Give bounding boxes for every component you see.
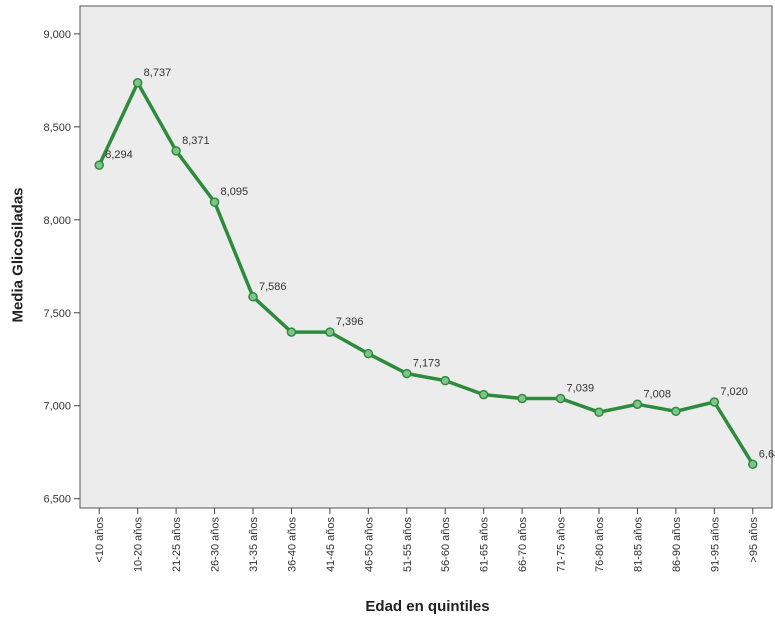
x-tick-label: 56-60 años	[440, 517, 452, 573]
y-tick-label: 8,500	[43, 122, 71, 134]
x-tick-label: 41-45 años	[325, 517, 337, 573]
data-point	[325, 327, 335, 337]
axes: 6,500 7,000 7,500 8,000 8,500 9,000 <10 años 10…	[43, 29, 759, 572]
y-tick-label: 6,500	[43, 494, 71, 506]
x-tick-label: 46-50 años	[363, 517, 375, 573]
series-line	[97, 81, 755, 466]
data-label: 8,095	[221, 186, 249, 198]
data-point	[171, 146, 181, 156]
data-point	[594, 407, 604, 417]
data-point	[440, 375, 450, 386]
data-label: 6,685	[759, 448, 775, 460]
data-label: 7,008	[643, 388, 671, 400]
x-tick-label: 51-55 años	[402, 517, 414, 573]
data-point	[132, 78, 143, 88]
x-tick-label: 61-65 años	[479, 517, 491, 573]
x-tick-label: 66-70 años	[517, 517, 529, 573]
data-point	[709, 397, 720, 407]
data-point	[748, 459, 758, 470]
x-tick-label: 86-90 años	[671, 517, 683, 573]
x-tick-label: 10-20 años	[133, 517, 145, 573]
data-label: 8,371	[182, 135, 210, 147]
data-point	[94, 160, 104, 170]
x-tick-label: 26-30 años	[210, 517, 222, 573]
x-tick-label: 21-25 años	[171, 517, 183, 573]
data-point	[248, 292, 258, 302]
data-label: 8,294	[105, 149, 133, 161]
data-label: 7,396	[336, 316, 364, 328]
data-point	[209, 197, 220, 207]
x-tick-label: 76-80 años	[594, 517, 606, 573]
x-tick-label: 31-35 años	[248, 517, 260, 573]
y-tick-label: 8,000	[43, 215, 71, 227]
x-tick-label: >95 años	[748, 517, 760, 563]
x-tick-label: 81-85 años	[632, 517, 644, 573]
data-point	[286, 327, 297, 337]
data-point	[363, 348, 374, 359]
data-point	[555, 393, 566, 404]
data-point	[402, 368, 412, 379]
x-tick-label: 36-40 años	[286, 517, 298, 573]
y-tick-label: 9,000	[43, 29, 71, 41]
data-point	[478, 389, 489, 400]
y-tick-label: 7,500	[43, 308, 71, 320]
x-axis-title: Edad en quintiles	[365, 598, 490, 615]
data-label: 7,173	[413, 358, 441, 370]
x-tick-label: 91-95 años	[709, 517, 721, 573]
y-axis-title: Media Glicosiladas	[9, 187, 27, 323]
x-tick-label: <10 años	[94, 517, 106, 563]
data-label: 7,586	[259, 281, 287, 293]
series-layer: 8,294 8,737 8,371 8,095 7,586 7,396 7,173 7,039…	[94, 67, 775, 470]
data-point	[517, 393, 527, 404]
data-point	[671, 406, 681, 417]
plot-area	[79, 5, 773, 509]
data-label: 8,737	[144, 67, 172, 79]
data-label: 7,039	[567, 382, 595, 394]
data-point	[632, 399, 643, 410]
data-label: 7,020	[720, 386, 748, 398]
y-tick-label: 7,000	[43, 401, 71, 413]
x-tick-label: 71-75 años	[556, 517, 568, 573]
